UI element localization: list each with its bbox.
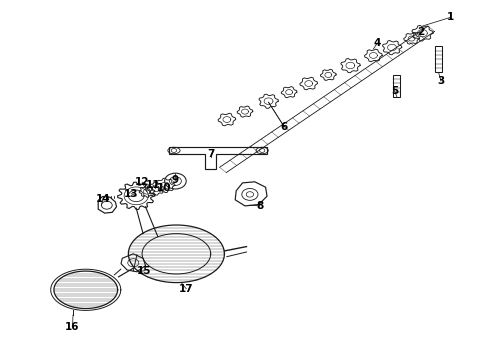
Text: 1: 1 [447,12,454,22]
Text: 10: 10 [157,183,172,193]
Text: 7: 7 [207,149,215,159]
FancyBboxPatch shape [393,75,400,97]
Text: 16: 16 [65,322,80,332]
Text: 17: 17 [179,284,194,294]
Text: 8: 8 [256,201,263,211]
Text: 13: 13 [124,189,139,199]
Text: 5: 5 [391,86,398,96]
Text: 4: 4 [373,38,381,48]
Text: 3: 3 [438,76,444,86]
Text: 14: 14 [96,194,110,204]
Text: 2: 2 [417,27,424,37]
Text: 12: 12 [135,177,149,187]
FancyBboxPatch shape [435,46,442,72]
Text: 11: 11 [146,180,160,190]
Text: 9: 9 [172,175,179,185]
Text: 15: 15 [137,266,152,276]
Text: 6: 6 [281,122,288,132]
